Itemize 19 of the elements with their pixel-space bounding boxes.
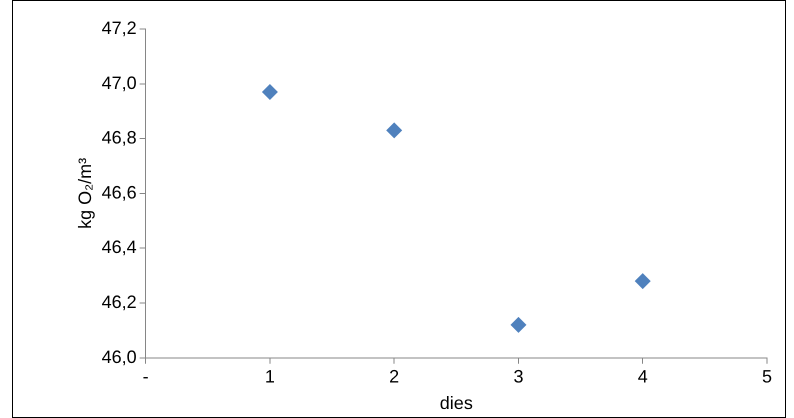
y-tick-label: 46,4 — [102, 237, 137, 258]
point — [262, 84, 278, 100]
y-tick-label: 46,2 — [102, 292, 137, 312]
x-axis-title: dies — [440, 393, 473, 414]
y-tick-label: 47,2 — [102, 18, 137, 38]
point — [386, 122, 402, 138]
x-tick-label: 3 — [513, 366, 524, 387]
point — [634, 273, 651, 290]
x-tick-label: 1 — [264, 366, 275, 387]
x-tick-label: 2 — [389, 366, 400, 387]
y-tick-label: 47,0 — [102, 72, 137, 93]
y-axis-title: kg O₂/m³ — [74, 158, 95, 229]
y-tick-label: 46,0 — [102, 346, 137, 367]
x-tick-label: - — [142, 366, 149, 387]
x-tick-label: 4 — [638, 366, 648, 387]
y-tick-label: 46,8 — [102, 128, 137, 148]
point — [510, 316, 526, 333]
y-tick-label: 46,6 — [102, 182, 137, 202]
x-tick-label: 5 — [762, 366, 772, 387]
